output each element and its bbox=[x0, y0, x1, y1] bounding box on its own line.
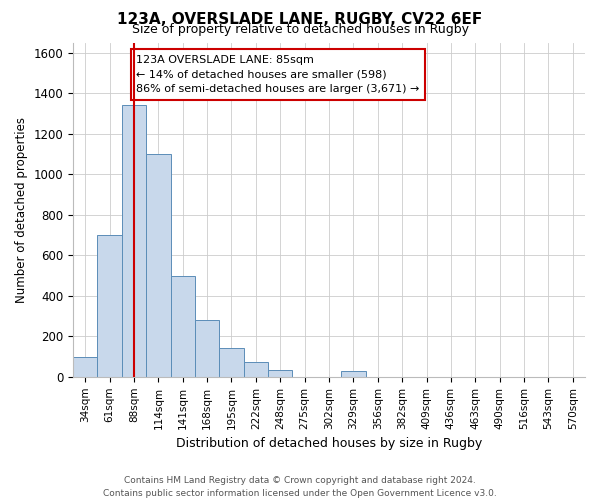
Bar bbox=[244, 362, 268, 377]
Bar bbox=[220, 348, 244, 377]
Text: 123A OVERSLADE LANE: 85sqm
← 14% of detached houses are smaller (598)
86% of sem: 123A OVERSLADE LANE: 85sqm ← 14% of deta… bbox=[136, 54, 420, 94]
Bar bbox=[195, 320, 220, 377]
Bar bbox=[73, 356, 97, 377]
Bar bbox=[97, 235, 122, 377]
Bar bbox=[122, 106, 146, 377]
Bar bbox=[170, 276, 195, 377]
Text: Contains HM Land Registry data © Crown copyright and database right 2024.
Contai: Contains HM Land Registry data © Crown c… bbox=[103, 476, 497, 498]
X-axis label: Distribution of detached houses by size in Rugby: Distribution of detached houses by size … bbox=[176, 437, 482, 450]
Bar bbox=[268, 370, 292, 377]
Text: 123A, OVERSLADE LANE, RUGBY, CV22 6EF: 123A, OVERSLADE LANE, RUGBY, CV22 6EF bbox=[118, 12, 482, 28]
Bar bbox=[146, 154, 170, 377]
Bar bbox=[341, 370, 365, 377]
Y-axis label: Number of detached properties: Number of detached properties bbox=[15, 116, 28, 302]
Text: Size of property relative to detached houses in Rugby: Size of property relative to detached ho… bbox=[131, 22, 469, 36]
